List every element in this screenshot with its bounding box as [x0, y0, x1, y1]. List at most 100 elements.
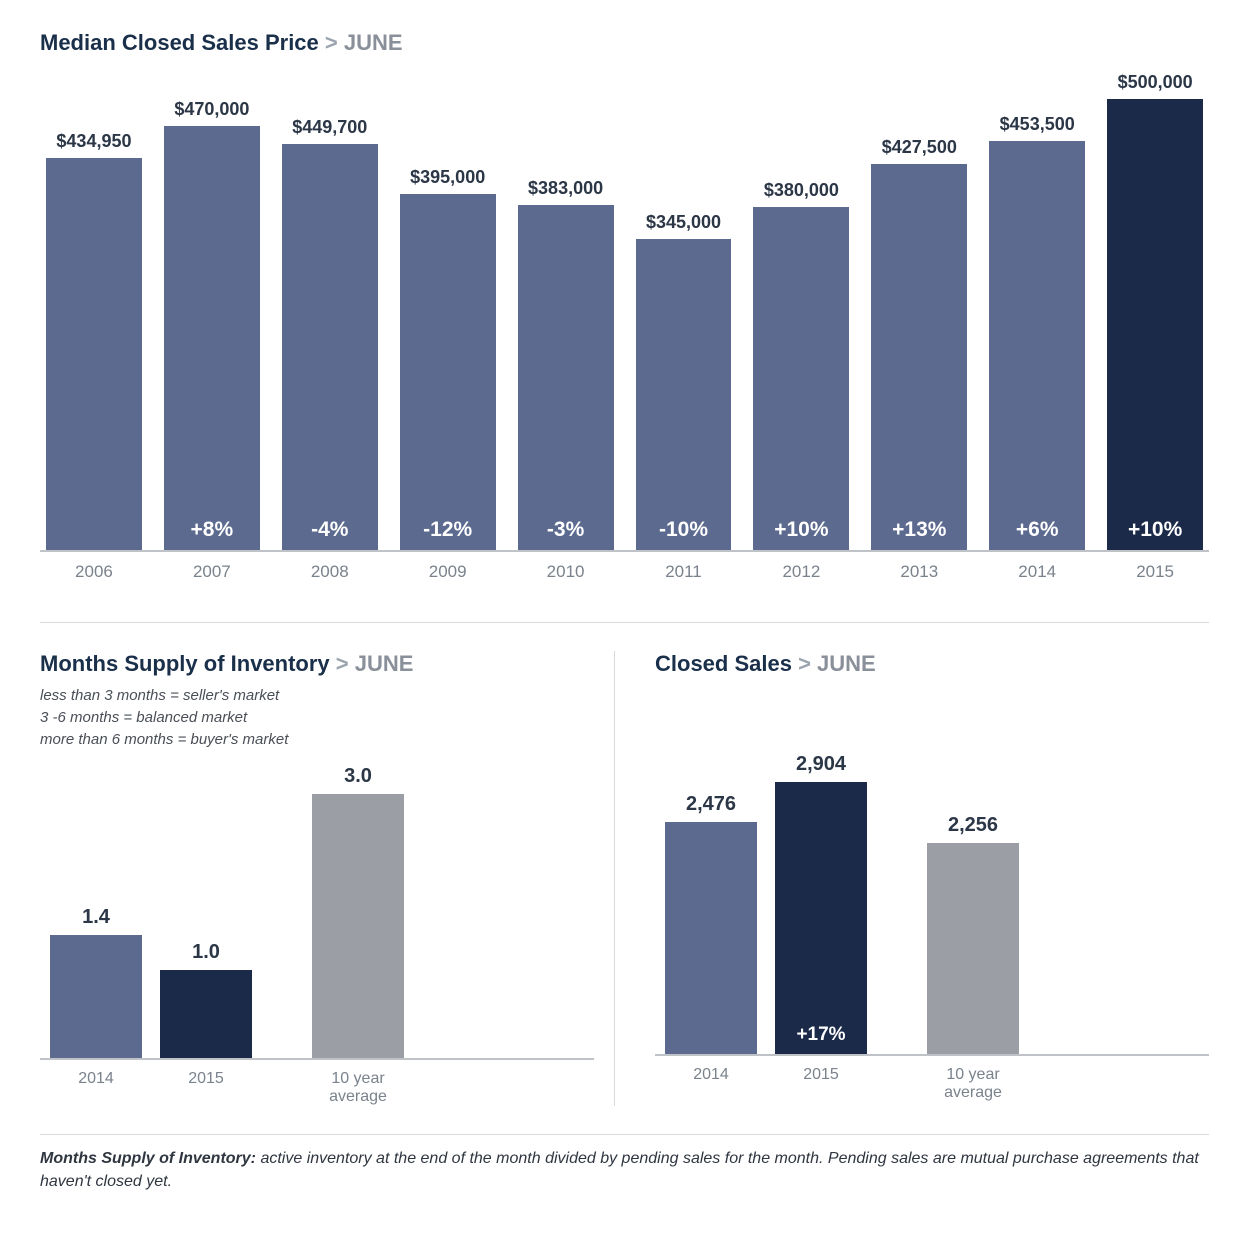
chart1-bar-pct: +10%	[753, 518, 849, 542]
chart1-wrap: $434,950 $470,000 +8% $449,700 -4% $395,000 -1…	[40, 74, 1209, 582]
chart1-bar-value: $449,700	[292, 117, 367, 138]
small-bar: 2,904 +17%	[775, 756, 867, 1054]
small-bar-value: 2,476	[686, 793, 736, 816]
chart1-bar-rect	[636, 239, 732, 550]
chart2-title: Months Supply of Inventory > JUNE	[40, 651, 594, 677]
section-divider	[40, 622, 1209, 623]
chart1-xlabel: 2014	[989, 562, 1085, 582]
chart1-bar-value: $383,000	[528, 178, 603, 199]
chart1-bar: $470,000 +8%	[164, 74, 260, 550]
chart1-title: Median Closed Sales Price > JUNE	[40, 30, 1209, 56]
title-separator: >	[325, 30, 344, 55]
footnote-bold: Months Supply of Inventory:	[40, 1150, 256, 1167]
small-bar-rect	[775, 782, 867, 1054]
small-bar: 1.0	[160, 760, 252, 1058]
small-bar-rect	[665, 822, 757, 1054]
small-bar-value: 1.0	[192, 941, 220, 964]
chart1-bar-pct: +10%	[1107, 518, 1203, 542]
small-bar-value: 2,256	[948, 814, 998, 837]
chart1-bar: $395,000 -12%	[400, 74, 496, 550]
chart1-bar-rect	[282, 144, 378, 550]
chart1-xlabel: 2011	[636, 562, 732, 582]
chart1-bar: $453,500 +6%	[989, 74, 1085, 550]
chart1-bar: $345,000 -10%	[636, 74, 732, 550]
chart1-bar-pct: -10%	[636, 518, 732, 542]
chart1-bar-pct: -4%	[282, 518, 378, 542]
chart1-xlabel: 2008	[282, 562, 378, 582]
chart1-bar-rect	[989, 141, 1085, 550]
bottom-row: Months Supply of Inventory > JUNE less t…	[40, 651, 1209, 1106]
chart1-bar-value: $380,000	[764, 180, 839, 201]
chart1-bar: $500,000 +10%	[1107, 74, 1203, 550]
chart1-bar-rect	[871, 164, 967, 550]
chart3-title-main: Closed Sales	[655, 651, 792, 676]
chart1-title-main: Median Closed Sales Price	[40, 30, 319, 55]
chart1-bar: $449,700 -4%	[282, 74, 378, 550]
small-bar-rect	[927, 843, 1019, 1055]
chart1-bar-rect	[46, 158, 142, 550]
chart1-bar-value: $500,000	[1118, 72, 1193, 93]
small-bar-value: 2,904	[796, 753, 846, 776]
small-bar: 2,476	[665, 756, 757, 1054]
chart2-area: 1.4 1.0 3.0	[40, 760, 594, 1060]
title-separator: >	[798, 651, 817, 676]
chart1-xlabel: 2013	[871, 562, 967, 582]
small-bar-rect	[50, 935, 142, 1059]
chart1-bar-rect	[164, 126, 260, 550]
chart2-title-main: Months Supply of Inventory	[40, 651, 330, 676]
small-xlabel: 10 year average	[927, 1066, 1019, 1102]
chart1-bar-value: $453,500	[1000, 114, 1075, 135]
chart1-xlabel: 2007	[164, 562, 260, 582]
footnote: Months Supply of Inventory: active inven…	[40, 1147, 1209, 1193]
chart2-legend: less than 3 months = seller's market3 -6…	[40, 685, 594, 750]
chart2-xaxis: 2014201510 year average	[40, 1060, 594, 1106]
chart1-bar-value: $470,000	[174, 99, 249, 120]
chart1-bar: $383,000 -3%	[518, 74, 614, 550]
chart3-title-month: JUNE	[817, 651, 876, 676]
chart1-xlabel: 2012	[753, 562, 849, 582]
small-xlabel: 2015	[160, 1070, 252, 1106]
chart1-bar-pct: -12%	[400, 518, 496, 542]
chart1-xlabel: 2006	[46, 562, 142, 582]
chart3-xaxis: 2014 2015 10 year average	[655, 1056, 1209, 1102]
small-bar-pct: +17%	[775, 1024, 867, 1046]
inventory-section: Months Supply of Inventory > JUNE less t…	[40, 651, 615, 1106]
small-bar-rect	[160, 970, 252, 1058]
small-bar-value: 3.0	[344, 765, 372, 788]
chart1-title-month: JUNE	[344, 30, 403, 55]
chart1-bar-value: $434,950	[56, 131, 131, 152]
chart1-bar-pct: +6%	[989, 518, 1085, 542]
footnote-divider	[40, 1134, 1209, 1135]
chart2-legend-line: more than 6 months = buyer's market	[40, 729, 594, 751]
title-separator: >	[336, 651, 355, 676]
chart3-area: 2,476 2,904 +17% 2,256	[655, 756, 1209, 1056]
chart2-legend-line: 3 -6 months = balanced market	[40, 707, 594, 729]
small-xlabel: 10 year average	[312, 1070, 404, 1106]
chart1-xlabel: 2015	[1107, 562, 1203, 582]
chart1-xaxis: 2006 2007 2008 2009 2010 2011 2012 2013 2014 2015	[40, 552, 1209, 582]
chart1-bar: $427,500 +13%	[871, 74, 967, 550]
chart1-area: $434,950 $470,000 +8% $449,700 -4% $395,000 -1…	[40, 74, 1209, 552]
chart1-bar-value: $395,000	[410, 167, 485, 188]
chart2-legend-line: less than 3 months = seller's market	[40, 685, 594, 707]
chart1-bar-pct: -3%	[518, 518, 614, 542]
chart1-bar-pct: +13%	[871, 518, 967, 542]
small-bar: 1.4	[50, 760, 142, 1058]
chart3-title: Closed Sales > JUNE	[655, 651, 1209, 677]
closed-sales-section: Closed Sales > JUNE 2,4762,904+17%2,256 …	[615, 651, 1209, 1106]
small-bar: 3.0	[312, 760, 404, 1058]
chart1-bar-value: $345,000	[646, 212, 721, 233]
chart1-bar-rect	[1107, 99, 1203, 550]
chart1-xlabel: 2010	[518, 562, 614, 582]
small-bar-value: 1.4	[82, 906, 110, 929]
chart1-bar-rect	[753, 207, 849, 550]
small-xlabel: 2014	[665, 1066, 757, 1102]
small-bar: 2,256	[927, 756, 1019, 1054]
chart1-bar-value: $427,500	[882, 137, 957, 158]
chart1-bar-rect	[518, 205, 614, 550]
chart1-bar-rect	[400, 194, 496, 550]
chart1-bar-pct: +8%	[164, 518, 260, 542]
small-xlabel: 2015	[775, 1066, 867, 1102]
small-bar-rect	[312, 794, 404, 1059]
chart1-xlabel: 2009	[400, 562, 496, 582]
